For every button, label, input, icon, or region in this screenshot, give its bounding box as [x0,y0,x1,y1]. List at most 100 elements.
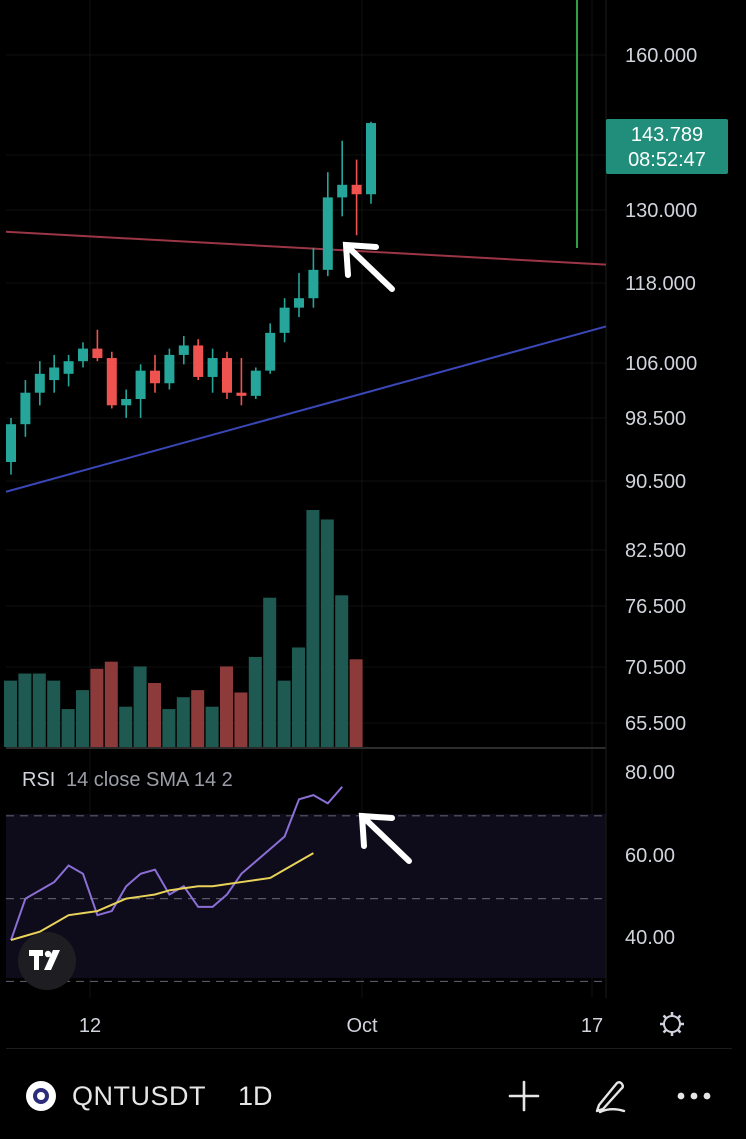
candle-body [178,345,189,355]
price-axis-label: 98.500 [625,408,686,430]
volume-bar [104,661,118,747]
volume-bar [90,668,104,747]
trendline-support [5,325,607,493]
volume-bar [248,656,262,747]
rsi-line [10,786,343,941]
candle [322,172,333,277]
time-axis-label: 17 [581,1015,603,1037]
candle [20,380,31,437]
candle [34,361,45,406]
annotation-arrow-price [342,241,395,292]
candle-body [106,358,117,406]
price-axis-label: 118.000 [625,273,696,295]
candle-body [49,367,60,381]
candle-body [135,370,146,399]
trendline-resistance [5,230,607,266]
volume-bar [162,709,176,747]
candle-body [279,307,290,333]
volume-bar [32,673,46,747]
candle-body [207,358,218,377]
candle-body [92,348,103,359]
candle [121,389,132,418]
candle [49,354,60,393]
volume-bar [148,683,161,747]
candle [164,348,175,390]
candle-body [222,358,232,393]
candle [6,417,16,475]
candle-body [351,184,362,195]
candle-body [78,348,88,362]
candle-body [337,184,348,198]
rsi-band-fill [6,814,606,978]
price-axis-label: 130.000 [625,200,697,222]
plus-icon[interactable] [502,1074,546,1118]
candle [236,358,247,406]
interval-button[interactable]: 1D [238,1080,273,1111]
candle-body [250,370,261,396]
candle [135,364,146,418]
volume-bar [76,690,89,747]
gear-tooth [662,1028,668,1034]
price-axis-label: 106.000 [625,353,697,375]
bottom-toolbar [0,1050,746,1139]
price-axis-label: 70.500 [625,657,686,679]
price-axis-label: 90.500 [625,471,686,493]
candle-body [164,354,175,384]
candle [193,339,204,381]
candle-body [63,361,74,374]
volume-bar [133,666,147,747]
volume-bar [335,595,349,747]
volume-bar [277,680,291,747]
volume-bar [176,697,190,747]
candle-body [193,345,204,377]
candle [337,140,348,217]
more-icon[interactable] [672,1074,716,1118]
settings-icon [660,1012,684,1036]
rsi-title: RSI [22,769,55,791]
candle-body [265,332,276,371]
arrow-head [358,812,395,849]
candle-body [308,269,319,299]
candle [351,159,362,236]
last-price-badge [606,119,728,174]
candle [92,329,103,362]
candle [207,348,218,393]
candle [265,323,276,374]
separator [6,1048,732,1049]
candle [294,273,304,318]
volume-bar [61,709,75,747]
candle [222,351,232,399]
candle [150,354,160,393]
arrow-head [342,241,379,278]
chart-area[interactable]: 160.000 130.000 118.000 106.000 98.500 90.500… [0,0,746,1050]
candle-body [322,197,333,270]
candle [250,367,261,399]
volume-bar [292,647,305,747]
annotation-arrow-rsi [358,812,412,864]
price-axis-label: 160.000 [625,45,697,67]
rsi-axis-label: 60.00 [625,845,675,867]
volume-bar [306,510,320,747]
symbol-selector[interactable]: QNTUSDT 1D [26,1076,273,1116]
volume-bar [220,666,233,747]
rsi-sma-line [10,852,314,941]
price-axis-label: 65.500 [625,713,686,735]
price-axis-label: 76.500 [625,596,686,618]
gear-tooth [662,1014,668,1020]
candle [106,351,117,409]
last-price-value: 143.789 [631,124,703,146]
candle [178,336,189,365]
volume-bar [349,659,363,747]
candle [78,342,88,368]
rsi-axis-label: 40.00 [625,927,675,949]
volume-bar [263,597,277,747]
candle-body [20,392,31,425]
pen-icon[interactable] [588,1074,632,1118]
volume-bar [191,690,205,747]
price-axis-label: 82.500 [625,540,686,562]
candle-body [294,298,304,308]
volume-bar [4,680,17,747]
volume-bar [18,673,32,747]
arrow-shaft [359,813,412,864]
candle-countdown: 08:52:47 [628,149,706,171]
